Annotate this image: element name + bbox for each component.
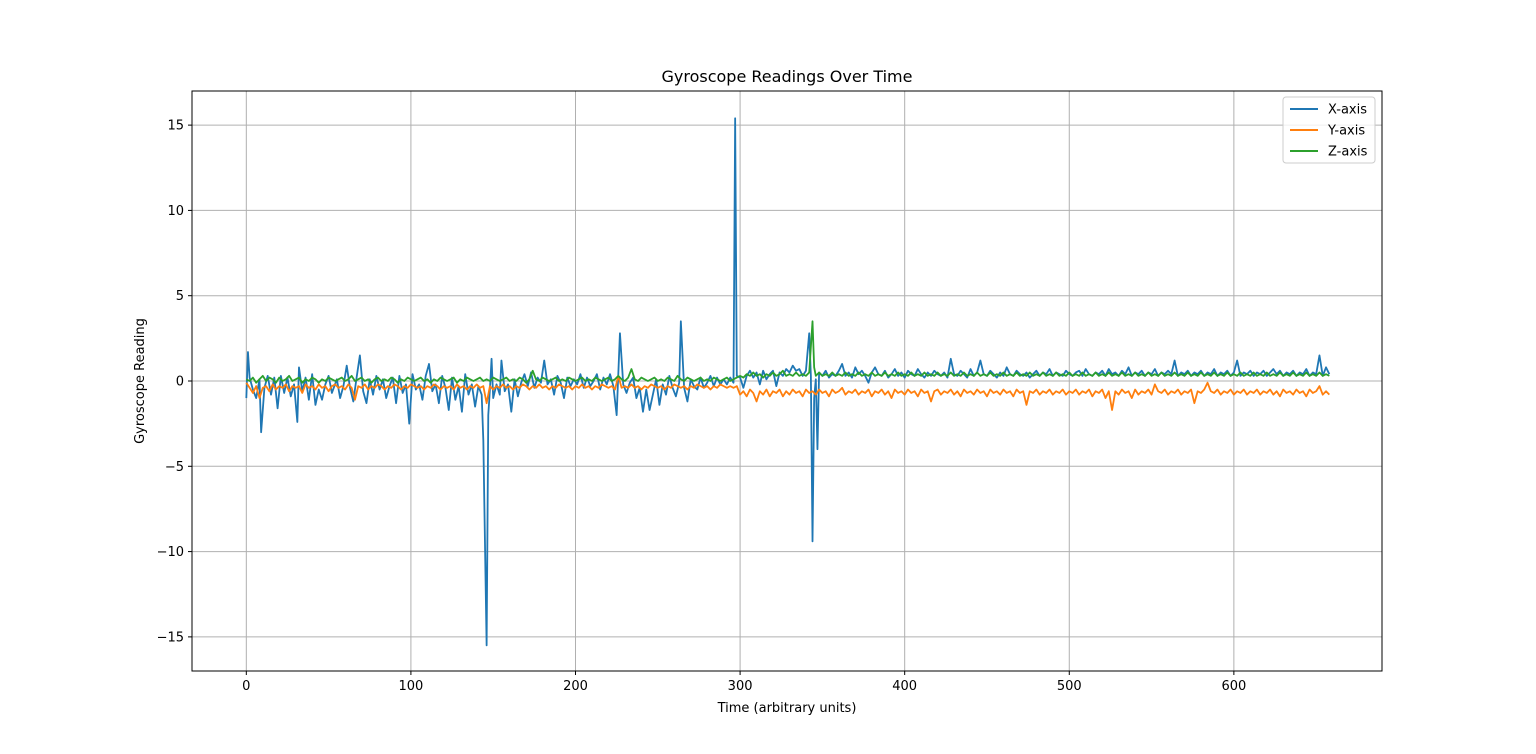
x-tick-label: 0 — [242, 679, 250, 694]
series-lines — [245, 117, 1331, 647]
chart-title: Gyroscope Readings Over Time — [662, 67, 913, 86]
series-line-z-axis — [245, 320, 1330, 384]
series-line-x-axis — [245, 117, 1331, 647]
series-line-y-axis — [245, 374, 1330, 411]
y-tick-label: 10 — [167, 204, 184, 219]
legend-label-z-axis: Z-axis — [1328, 145, 1368, 160]
x-tick-label: 400 — [892, 679, 917, 694]
x-axis-label: Time (arbitrary units) — [717, 701, 857, 716]
x-tick-label: 100 — [398, 679, 423, 694]
legend-label-x-axis: X-axis — [1328, 103, 1367, 118]
y-tick-label: 0 — [176, 375, 184, 390]
x-tick-label: 200 — [563, 679, 588, 694]
x-tick-label: 500 — [1057, 679, 1082, 694]
legend-box — [1282, 96, 1376, 164]
y-tick-label: −5 — [165, 460, 184, 475]
y-tick-label: −15 — [157, 630, 184, 645]
y-tick-label: 15 — [167, 119, 184, 134]
x-tick-label: 600 — [1221, 679, 1246, 694]
axis-ticks: 0 100 200 300 400 500 600 −15 −10 −5 0 5 10 15 — [157, 119, 1247, 694]
y-axis-label: Gyroscope Reading — [133, 318, 148, 444]
legend-label-y-axis: Y-axis — [1327, 124, 1365, 139]
y-tick-label: 5 — [176, 289, 184, 304]
y-tick-label: −10 — [157, 545, 184, 560]
x-tick-label: 300 — [728, 679, 753, 694]
legend: X-axis Y-axis Z-axis — [1282, 96, 1376, 164]
